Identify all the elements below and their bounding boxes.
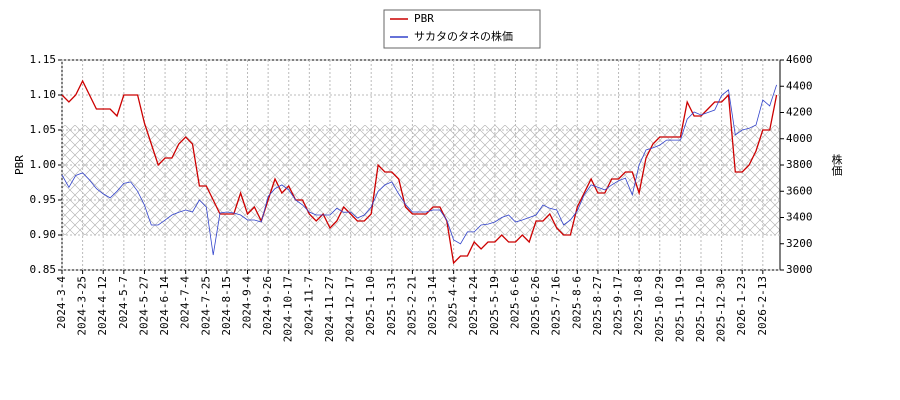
x-tick-label: 2024-5-27 xyxy=(137,276,150,336)
x-tick-label: 2025-5-19 xyxy=(488,276,501,336)
x-tick-label: 2024-4-12 xyxy=(96,276,109,336)
y2-tick-label: 4600 xyxy=(786,53,813,66)
x-tick-label: 2024-10-17 xyxy=(282,276,295,342)
series-line xyxy=(61,84,777,256)
y2-tick-label: 3400 xyxy=(786,211,813,224)
x-tick-label: 2024-3-4 xyxy=(55,276,68,329)
x-tick-label: 2025-12-10 xyxy=(694,276,707,342)
y-tick-label: 1.10 xyxy=(30,88,57,101)
x-tick-label: 2024-9-4 xyxy=(241,276,254,329)
x-tick-label: 2025-3-14 xyxy=(426,276,439,336)
x-tick-label: 2024-7-4 xyxy=(179,276,192,329)
x-tick-label: 2024-8-15 xyxy=(220,276,233,336)
x-tick-label: 2025-4-4 xyxy=(447,276,460,329)
y2-tick-label: 4200 xyxy=(786,106,813,119)
x-tick-label: 2025-9-17 xyxy=(612,276,625,336)
shaded-range xyxy=(62,125,780,235)
legend-label: サカタのタネの株価 xyxy=(414,29,513,43)
x-tick-label: 2024-7-25 xyxy=(199,276,212,336)
x-tick-label: 2025-8-6 xyxy=(570,276,583,329)
legend xyxy=(383,9,541,49)
y2-tick-label: 3800 xyxy=(786,158,813,171)
y2-axis-label: 株価 xyxy=(830,153,843,176)
y2-tick-label: 3000 xyxy=(786,263,813,276)
y2-tick-label: 3600 xyxy=(786,184,813,197)
x-tick-label: 2025-4-24 xyxy=(467,276,480,336)
y2-tick-label: 4400 xyxy=(786,79,813,92)
y2-tick-label: 3200 xyxy=(786,237,813,250)
x-tick-label: 2024-3-25 xyxy=(76,276,89,336)
y-tick-label: 1.05 xyxy=(30,123,57,136)
x-tick-label: 2024-11-27 xyxy=(323,276,336,342)
y2-tick-label: 4000 xyxy=(786,132,813,145)
x-tick-label: 2025-8-27 xyxy=(591,276,604,336)
x-tick-label: 2024-11-7 xyxy=(302,276,315,336)
x-tick-label: 2026-1-23 xyxy=(735,276,748,336)
x-tick-label: 2024-9-26 xyxy=(261,276,274,336)
y-tick-label: 0.95 xyxy=(30,193,57,206)
x-tick-label: 2025-6-6 xyxy=(508,276,521,329)
y-tick-label: 0.90 xyxy=(30,228,57,241)
x-tick-label: 2025-10-29 xyxy=(653,276,666,342)
y-tick-label: 0.85 xyxy=(30,263,57,276)
series-line xyxy=(61,79,778,265)
y-tick-label: 1.00 xyxy=(30,158,57,171)
x-tick-label: 2025-6-26 xyxy=(529,276,542,336)
x-tick-label: 2025-11-19 xyxy=(673,276,686,342)
y-axis-label: PBR xyxy=(13,155,26,175)
x-tick-label: 2025-12-30 xyxy=(715,276,728,342)
x-tick-label: 2024-12-17 xyxy=(344,276,357,342)
x-tick-label: 2025-1-10 xyxy=(364,276,377,336)
legend-label: PBR xyxy=(414,12,434,25)
x-tick-label: 2024-5-7 xyxy=(117,276,130,329)
x-tick-label: 2024-6-14 xyxy=(158,276,171,336)
x-tick-label: 2025-1-31 xyxy=(385,276,398,336)
x-tick-label: 2025-10-8 xyxy=(632,276,645,336)
x-tick-label: 2025-7-16 xyxy=(550,276,563,336)
x-tick-label: 2025-2-21 xyxy=(405,276,418,336)
y-tick-label: 1.15 xyxy=(30,53,57,66)
x-tick-label: 2026-2-13 xyxy=(756,276,769,336)
